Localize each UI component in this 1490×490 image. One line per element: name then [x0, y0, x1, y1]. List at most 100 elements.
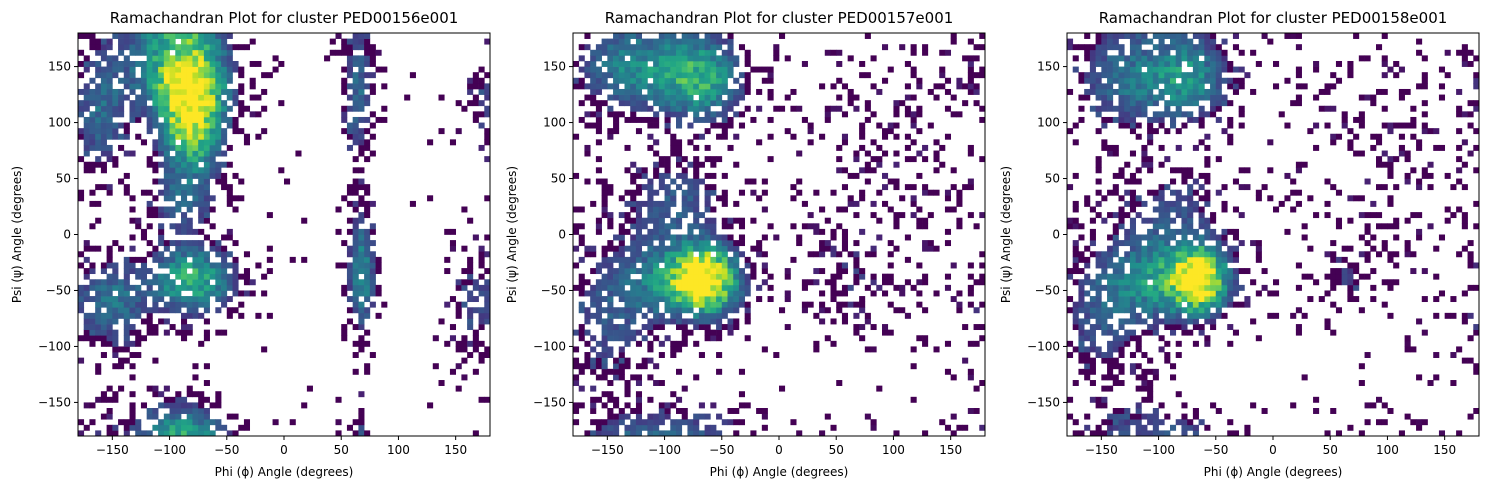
heatmap-cell	[1210, 256, 1217, 263]
heatmap-cell	[744, 256, 751, 263]
heatmap-cell	[1221, 262, 1228, 269]
heatmap-cell	[1164, 128, 1171, 135]
heatmap-cell	[467, 324, 474, 331]
heatmap-cell	[653, 49, 660, 56]
heatmap-cell	[232, 94, 239, 101]
heatmap-cell	[1232, 284, 1240, 291]
heatmap-cell	[841, 133, 849, 140]
heatmap-cell	[1175, 251, 1182, 258]
heatmap-cell	[613, 49, 620, 56]
heatmap-cell	[693, 424, 700, 431]
heatmap-cell	[979, 424, 986, 431]
heatmap-cell	[979, 380, 986, 386]
heatmap-cell	[112, 88, 119, 95]
heatmap-cell	[1221, 228, 1228, 235]
heatmap-cell	[1118, 55, 1125, 62]
heatmap-cell	[710, 290, 717, 297]
heatmap-cell	[83, 33, 90, 39]
heatmap-cell	[341, 49, 348, 56]
heatmap-cell	[146, 251, 153, 258]
heatmap-cell	[704, 88, 711, 95]
heatmap-cell	[618, 100, 625, 107]
heatmap-cell	[904, 133, 911, 140]
heatmap-cell	[647, 430, 654, 437]
heatmap-cell	[163, 290, 170, 297]
heatmap-cell	[175, 44, 182, 51]
heatmap-cell	[1147, 116, 1154, 123]
heatmap-cell	[1089, 430, 1096, 437]
heatmap-cell	[1341, 116, 1348, 123]
heatmap-cell	[824, 111, 831, 118]
heatmap-cell	[1107, 83, 1114, 90]
heatmap-cell	[893, 178, 900, 185]
heatmap-cell	[641, 273, 648, 280]
heatmap-cell	[226, 279, 233, 286]
heatmap-cell	[186, 217, 193, 224]
heatmap-cell	[681, 167, 688, 174]
heatmap-cell	[1192, 77, 1199, 84]
heatmap-cell	[186, 228, 193, 235]
heatmap-cell	[243, 139, 251, 146]
heatmap-cell	[112, 391, 119, 398]
heatmap-cell	[1204, 133, 1211, 140]
heatmap-cell	[95, 128, 102, 135]
heatmap-cell	[624, 363, 631, 370]
heatmap-cell	[78, 419, 85, 426]
heatmap-cell	[681, 88, 688, 95]
heatmap-cell	[369, 150, 376, 157]
heatmap-cell	[341, 111, 348, 118]
heatmap-cell	[893, 100, 900, 107]
heatmap-cell	[1404, 217, 1411, 224]
heatmap-cell	[140, 307, 148, 314]
heatmap-cell	[169, 133, 176, 140]
heatmap-cell	[721, 234, 728, 241]
heatmap-cell	[1347, 139, 1354, 146]
heatmap-cell	[670, 240, 677, 247]
heatmap-cell	[716, 301, 723, 308]
heatmap-cell	[358, 178, 365, 185]
heatmap-cell	[618, 346, 625, 353]
heatmap-cell	[1164, 200, 1171, 207]
heatmap-cell	[1135, 430, 1142, 437]
heatmap-cell	[1335, 223, 1343, 230]
heatmap-cell	[1107, 324, 1114, 331]
heatmap-cell	[584, 66, 591, 73]
heatmap-cell	[369, 256, 376, 263]
heatmap-cell	[1335, 273, 1343, 280]
heatmap-cell	[1107, 419, 1114, 426]
heatmap-cell	[664, 273, 671, 280]
heatmap-cell	[1227, 273, 1234, 280]
heatmap-cell	[163, 49, 170, 56]
heatmap-cell	[158, 290, 165, 297]
heatmap-cell	[859, 167, 866, 174]
heatmap-cell	[169, 223, 176, 230]
heatmap-cell	[83, 83, 90, 90]
heatmap-cell	[1381, 240, 1388, 247]
heatmap-cell	[664, 234, 671, 241]
heatmap-cell	[1095, 262, 1102, 269]
heatmap-cell	[484, 268, 491, 275]
heatmap-cell	[1175, 240, 1182, 247]
heatmap-cell	[1147, 391, 1154, 398]
heatmap-cell	[693, 245, 700, 252]
heatmap-cell	[1175, 296, 1182, 303]
heatmap-cell	[727, 144, 734, 151]
heatmap-cell	[687, 290, 694, 297]
heatmap-cell	[1301, 273, 1308, 280]
heatmap-cell	[887, 128, 894, 135]
heatmap-cell	[484, 128, 491, 135]
heatmap-cell	[341, 38, 348, 45]
heatmap-cell	[1433, 296, 1440, 303]
heatmap-cell	[346, 189, 354, 196]
heatmap-cell	[630, 88, 637, 95]
heatmap-cell	[346, 245, 354, 252]
heatmap-cell	[607, 335, 614, 342]
heatmap-cell	[1221, 301, 1228, 308]
heatmap-cell	[607, 105, 614, 112]
heatmap-cell	[186, 245, 193, 252]
heatmap-cell	[1341, 279, 1348, 286]
heatmap-cell	[175, 296, 182, 303]
heatmap-cell	[618, 44, 625, 51]
heatmap-cell	[1141, 251, 1148, 258]
heatmap-cell	[1152, 430, 1159, 437]
